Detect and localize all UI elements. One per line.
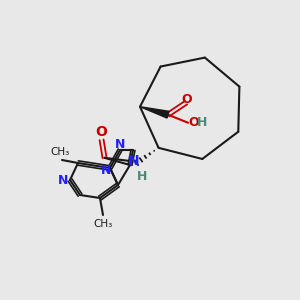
Polygon shape — [140, 107, 169, 118]
Text: O: O — [189, 116, 199, 129]
Text: N: N — [101, 164, 111, 176]
Text: CH₃: CH₃ — [50, 147, 70, 157]
Text: H: H — [197, 116, 207, 129]
Text: N: N — [115, 139, 125, 152]
Text: H: H — [136, 170, 147, 183]
Text: O: O — [182, 93, 192, 106]
Text: N: N — [58, 173, 68, 187]
Text: CH₃: CH₃ — [93, 219, 112, 229]
Text: O: O — [96, 125, 107, 139]
Text: N: N — [128, 154, 140, 168]
